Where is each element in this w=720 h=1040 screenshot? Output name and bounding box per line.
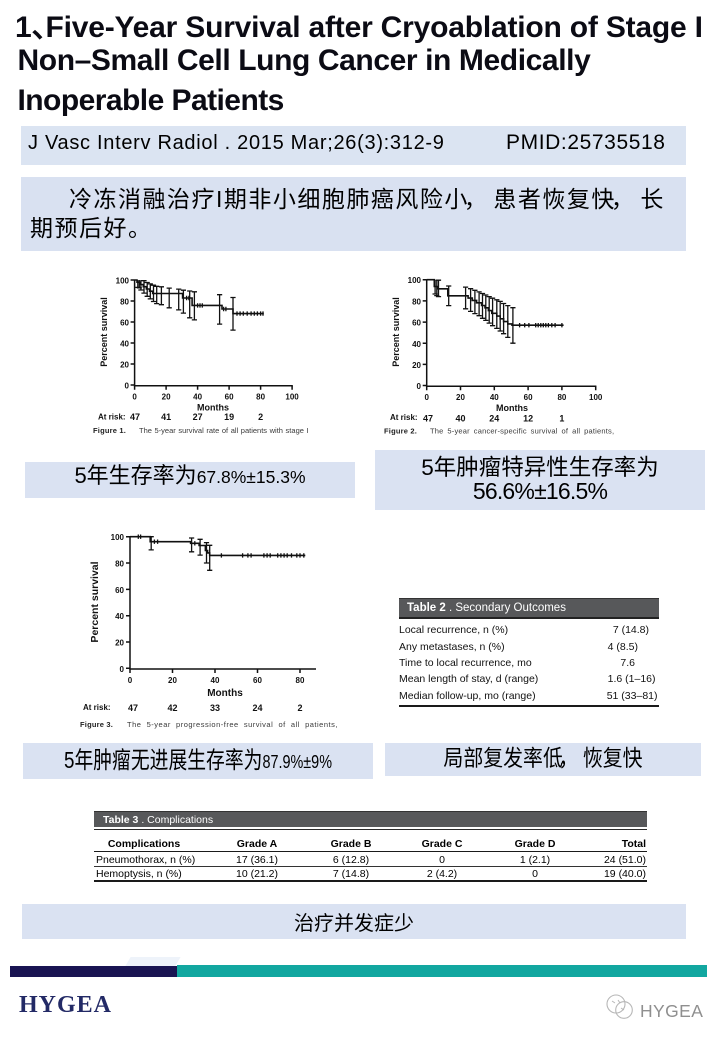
svg-text:47: 47: [128, 703, 138, 713]
svg-text:At risk:: At risk:: [83, 703, 111, 712]
svg-text:0: 0: [424, 393, 429, 402]
svg-text:80: 80: [115, 560, 124, 569]
svg-text:40: 40: [120, 340, 129, 349]
svg-text:Months: Months: [197, 403, 229, 413]
svg-text:The 5-year cancer-specific sur: The 5-year cancer-specific survival of a…: [430, 427, 614, 436]
svg-text:40: 40: [490, 393, 499, 402]
svg-text:60: 60: [120, 319, 129, 328]
svg-text:0: 0: [120, 665, 125, 674]
svg-text:40: 40: [412, 340, 421, 349]
svg-text:Percent survival: Percent survival: [391, 297, 401, 367]
svg-text:20: 20: [456, 393, 465, 402]
svg-text:0: 0: [417, 382, 422, 391]
svg-text:0: 0: [125, 382, 130, 391]
svg-text:Percent survival: Percent survival: [89, 561, 101, 642]
svg-text:24: 24: [489, 414, 499, 424]
svg-text:100: 100: [408, 276, 422, 285]
svg-text:12: 12: [523, 414, 533, 424]
svg-text:60: 60: [115, 586, 124, 595]
svg-text:60: 60: [524, 393, 533, 402]
svg-text:HYGEA: HYGEA: [640, 1001, 703, 1021]
svg-text:2: 2: [258, 412, 263, 422]
svg-text:100: 100: [285, 393, 299, 402]
svg-text:60: 60: [412, 319, 421, 328]
svg-text:At risk:: At risk:: [98, 413, 126, 422]
svg-text:20: 20: [115, 639, 124, 648]
svg-text:41: 41: [161, 412, 171, 422]
svg-text:80: 80: [120, 298, 129, 307]
svg-text:0: 0: [132, 393, 137, 402]
svg-text:20: 20: [412, 361, 421, 370]
svg-text:33: 33: [210, 703, 220, 713]
svg-text:24: 24: [252, 703, 262, 713]
svg-text:Months: Months: [207, 688, 243, 699]
svg-text:47: 47: [423, 414, 433, 424]
svg-text:60: 60: [253, 676, 262, 685]
svg-text:Figure 3.: Figure 3.: [80, 720, 113, 729]
svg-text:40: 40: [193, 393, 202, 402]
svg-text:42: 42: [167, 703, 177, 713]
svg-text:20: 20: [120, 361, 129, 370]
svg-text:Figure 2.: Figure 2.: [384, 427, 417, 436]
svg-text:At risk:: At risk:: [390, 413, 418, 422]
svg-text:The 5-year survival rate of al: The 5-year survival rate of all patients…: [139, 426, 309, 435]
svg-text:100: 100: [116, 277, 130, 286]
svg-text:19: 19: [224, 412, 234, 422]
svg-text:60: 60: [225, 393, 234, 402]
svg-text:Percent survival: Percent survival: [99, 297, 109, 367]
svg-text:Figure 1.: Figure 1.: [93, 426, 126, 435]
svg-text:1: 1: [559, 414, 564, 424]
svg-text:2: 2: [297, 703, 302, 713]
svg-text:Months: Months: [496, 403, 528, 413]
svg-text:40: 40: [211, 676, 220, 685]
svg-text:80: 80: [557, 393, 566, 402]
svg-text:0: 0: [128, 676, 133, 685]
svg-text:80: 80: [412, 297, 421, 306]
svg-text:100: 100: [111, 533, 125, 542]
svg-text:27: 27: [193, 412, 203, 422]
svg-text:100: 100: [589, 393, 603, 402]
svg-text:20: 20: [162, 393, 171, 402]
svg-text:40: 40: [455, 414, 465, 424]
svg-text:80: 80: [296, 676, 305, 685]
svg-text:20: 20: [168, 676, 177, 685]
svg-text:The 5-year progression-free su: The 5-year progression-free survival of …: [127, 720, 338, 729]
svg-text:40: 40: [115, 612, 124, 621]
svg-text:80: 80: [256, 393, 265, 402]
svg-text:47: 47: [130, 412, 140, 422]
